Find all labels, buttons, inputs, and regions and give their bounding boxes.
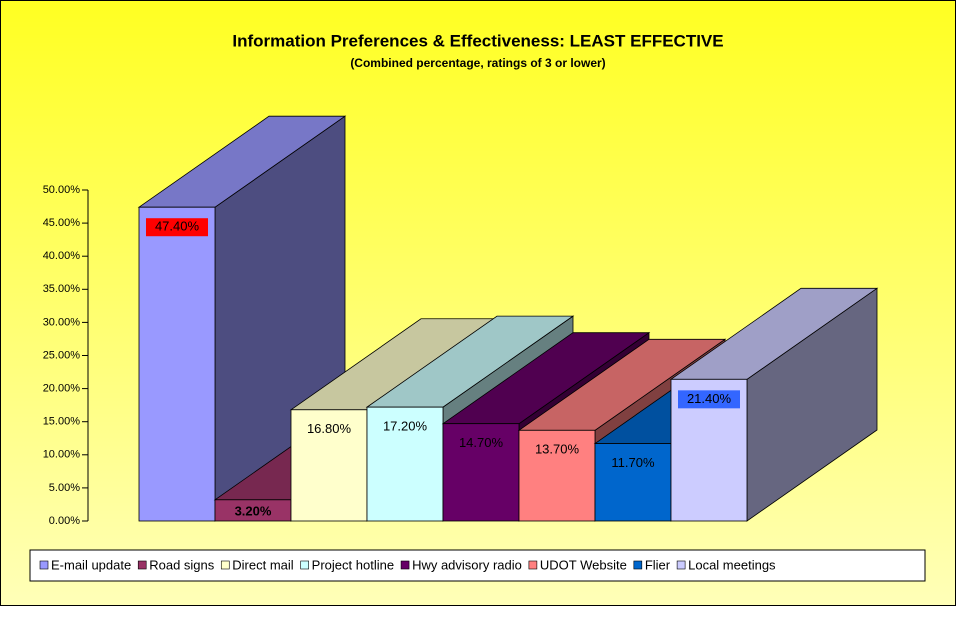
legend-swatch (528, 560, 538, 570)
legend-label: Hwy advisory radio (412, 557, 522, 572)
legend-label: Direct mail (232, 557, 294, 572)
y-tick-label: 25.00% (43, 349, 81, 361)
y-tick-label: 5.00% (49, 482, 80, 494)
legend-swatch (400, 560, 410, 570)
data-label: 47.40% (155, 219, 200, 234)
chart-subtitle: (Combined percentage, ratings of 3 or lo… (350, 56, 605, 70)
y-tick-label: 50.00% (43, 184, 81, 196)
data-label: 13.70% (535, 442, 580, 457)
data-label: 11.70% (611, 455, 655, 470)
legend-swatch (676, 560, 686, 570)
data-label: 17.20% (383, 419, 428, 434)
y-tick-label: 0.00% (49, 515, 80, 527)
bar-front (290, 409, 368, 522)
data-label-bg (678, 390, 740, 409)
bar-front (594, 443, 672, 522)
bar-front (366, 406, 444, 522)
chart-title: Information Preferences & Effectiveness:… (232, 31, 723, 50)
legend-label: Flier (645, 557, 671, 572)
legend-label: E-mail update (51, 557, 131, 572)
legend-label: Project hotline (312, 557, 394, 572)
y-tick-label: 10.00% (43, 449, 81, 461)
legend-swatch (220, 560, 230, 570)
legend-swatch (300, 560, 309, 570)
y-tick-label: 20.00% (43, 383, 81, 395)
data-label-bg (146, 218, 208, 237)
y-tick-label: 15.00% (43, 416, 81, 428)
data-label: 3.20% (235, 503, 272, 518)
bar-front (518, 429, 596, 522)
legend-label: Road signs (149, 557, 215, 572)
y-tick-label: 35.00% (43, 283, 81, 295)
y-tick-label: 45.00% (43, 217, 81, 229)
y-tick-label: 30.00% (43, 316, 81, 328)
bar-front (442, 423, 520, 522)
data-label: 21.40% (687, 391, 732, 406)
legend-label: Local meetings (688, 557, 776, 572)
bar-front (138, 206, 216, 522)
legend-swatch (39, 560, 49, 570)
legend-box (29, 549, 926, 582)
data-label: 16.80% (307, 421, 352, 436)
data-label: 14.70% (459, 435, 504, 450)
y-tick-label: 40.00% (43, 250, 81, 262)
legend-swatch (633, 560, 643, 570)
legend-swatch (137, 560, 147, 570)
legend-label: UDOT Website (540, 557, 627, 572)
